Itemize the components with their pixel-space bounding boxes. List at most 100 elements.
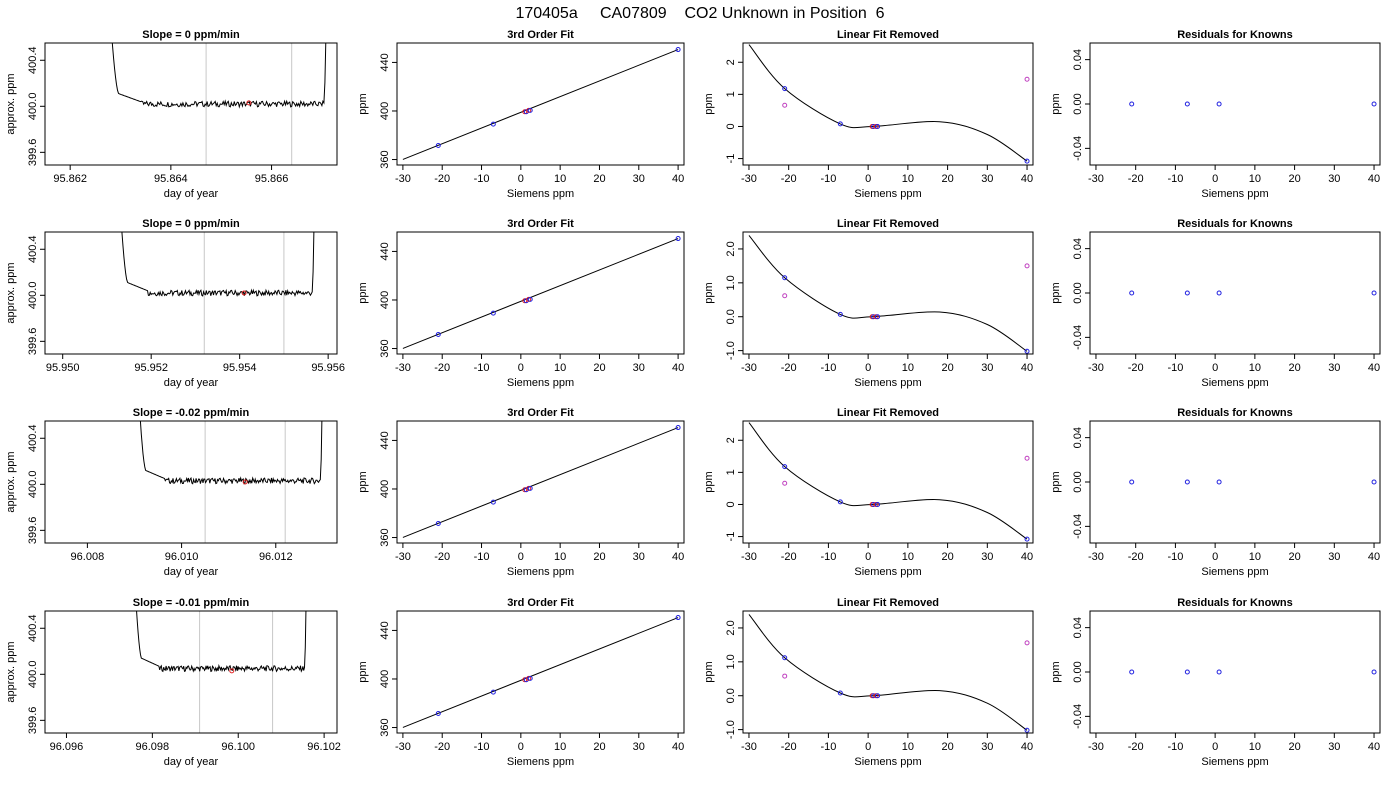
y-tick-label: 400.0 xyxy=(27,471,39,499)
y-axis-label: ppm xyxy=(703,471,715,492)
x-tick-label: 10 xyxy=(554,741,566,753)
x-tick-label: 30 xyxy=(633,173,645,185)
y-axis-label: approx. ppm xyxy=(5,641,17,702)
standard-point xyxy=(1184,290,1190,296)
standard-point xyxy=(875,693,881,699)
fit-curve xyxy=(402,617,679,728)
x-tick-label: 40 xyxy=(1368,173,1380,185)
x-tick-label: 20 xyxy=(593,173,605,185)
x-tick-label: 96.100 xyxy=(221,741,255,753)
x-tick-label: 20 xyxy=(1288,551,1300,563)
standard-point xyxy=(1129,479,1135,485)
standard-point xyxy=(1371,101,1377,107)
x-tick-label: 96.008 xyxy=(71,551,105,563)
panel-title: Linear Fit Removed xyxy=(837,407,939,419)
panel-title: Slope = -0.01 ppm/min xyxy=(133,597,250,609)
y-tick-label: 440 xyxy=(379,242,391,260)
panel-frame xyxy=(396,42,685,166)
panel-title: 3rd Order Fit xyxy=(507,29,574,41)
x-tick-label: 96.098 xyxy=(136,741,170,753)
panel-r1-c3: Linear Fit Removed-30 -20 -10 0 10 20 30 40-101… xyxy=(703,29,1034,200)
x-tick-label: 30 xyxy=(1328,741,1340,753)
x-tick-label: -10 xyxy=(1167,362,1183,374)
y-tick-label: -1 xyxy=(725,154,737,164)
unknown-point xyxy=(782,480,788,486)
x-tick-label: 10 xyxy=(902,362,914,374)
x-tick-label: 20 xyxy=(593,551,605,563)
y-tick-label: 360 xyxy=(379,718,391,736)
panel-r3-c2: 3rd Order Fit -30 -20 -10 0 10 20 30 40 360 400 440… xyxy=(357,407,685,578)
y-tick-label: 0.00 xyxy=(1072,93,1084,114)
x-tick-label: -20 xyxy=(434,551,450,563)
y-tick-label: 2 xyxy=(725,59,737,65)
x-axis-label: Siemens ppm xyxy=(507,377,574,389)
x-tick-label: -30 xyxy=(1088,741,1104,753)
plot-area xyxy=(111,43,327,165)
y-tick-label: 400 xyxy=(379,670,391,688)
mean-marker xyxy=(241,290,247,296)
plot-area xyxy=(402,47,681,160)
y-tick-label: 0 xyxy=(725,123,737,129)
x-tick-label: 20 xyxy=(941,741,953,753)
standard-point xyxy=(782,464,788,470)
x-axis-label: day of year xyxy=(164,566,219,578)
x-tick-label: 10 xyxy=(902,741,914,753)
panel-frame xyxy=(44,231,338,355)
x-tick-label: 0 xyxy=(865,173,871,185)
x-tick-label: 30 xyxy=(1328,362,1340,374)
x-tick-label: 40 xyxy=(672,173,684,185)
x-tick-label: 20 xyxy=(1288,173,1300,185)
plot-area xyxy=(121,232,315,354)
standard-point xyxy=(1216,101,1222,107)
y-axis-label: ppm xyxy=(703,661,715,682)
y-tick-label: 2 xyxy=(725,437,737,443)
panel-frame xyxy=(1089,610,1381,734)
standard-point xyxy=(1216,479,1222,485)
x-tick-label: 0 xyxy=(1212,362,1218,374)
x-tick-label: 10 xyxy=(554,551,566,563)
panel-title: Residuals for Knowns xyxy=(1177,218,1293,230)
y-tick-label: 400.4 xyxy=(27,235,39,263)
panel-frame xyxy=(742,231,1034,355)
x-tick-label: 30 xyxy=(981,173,993,185)
standard-point xyxy=(875,314,881,320)
panel-title: Slope = -0.02 ppm/min xyxy=(133,407,250,419)
fit-curve xyxy=(402,427,679,538)
x-tick-label: -30 xyxy=(1088,173,1104,185)
x-tick-label: -20 xyxy=(434,173,450,185)
y-tick-label: 400.0 xyxy=(27,282,39,310)
standard-point xyxy=(1371,669,1377,675)
panel-r4-c1: Slope = -0.01 ppm/min 96.096 96.098 96.100 9… xyxy=(5,597,341,768)
x-tick-label: 30 xyxy=(1328,173,1340,185)
y-tick-label: 360 xyxy=(379,528,391,546)
panel-frame xyxy=(44,420,338,544)
x-tick-label: 30 xyxy=(633,362,645,374)
y-axis-label: ppm xyxy=(1050,282,1062,303)
y-axis-label: ppm xyxy=(1050,661,1062,682)
panel-r4-c4: Residuals for Knowns -30 -20 -10 0 10 20 30 40 -0… xyxy=(1050,597,1381,768)
x-tick-label: 20 xyxy=(941,551,953,563)
y-axis-label: ppm xyxy=(357,471,369,492)
standard-point xyxy=(490,689,496,695)
panel-frame xyxy=(1089,231,1381,355)
x-tick-label: 0 xyxy=(865,362,871,374)
y-tick-label: 400.4 xyxy=(27,46,39,74)
x-tick-label: 96.096 xyxy=(50,741,84,753)
standard-point xyxy=(490,310,496,316)
x-axis-label: Siemens ppm xyxy=(854,377,921,389)
x-tick-label: 0 xyxy=(865,551,871,563)
fit-curve xyxy=(748,422,1028,540)
x-tick-label: -10 xyxy=(1167,741,1183,753)
fit-curve xyxy=(402,49,679,160)
unknown-point xyxy=(1024,455,1030,461)
x-tick-label: -20 xyxy=(781,551,797,563)
y-axis-label: ppm xyxy=(703,282,715,303)
unknown-point xyxy=(1024,640,1030,646)
x-tick-label: 10 xyxy=(1249,173,1261,185)
standard-point xyxy=(875,501,881,507)
panel-title: 3rd Order Fit xyxy=(507,597,574,609)
standard-point xyxy=(782,655,788,661)
y-axis-label: ppm xyxy=(357,282,369,303)
standard-point xyxy=(1024,348,1030,354)
x-tick-label: -10 xyxy=(820,741,836,753)
